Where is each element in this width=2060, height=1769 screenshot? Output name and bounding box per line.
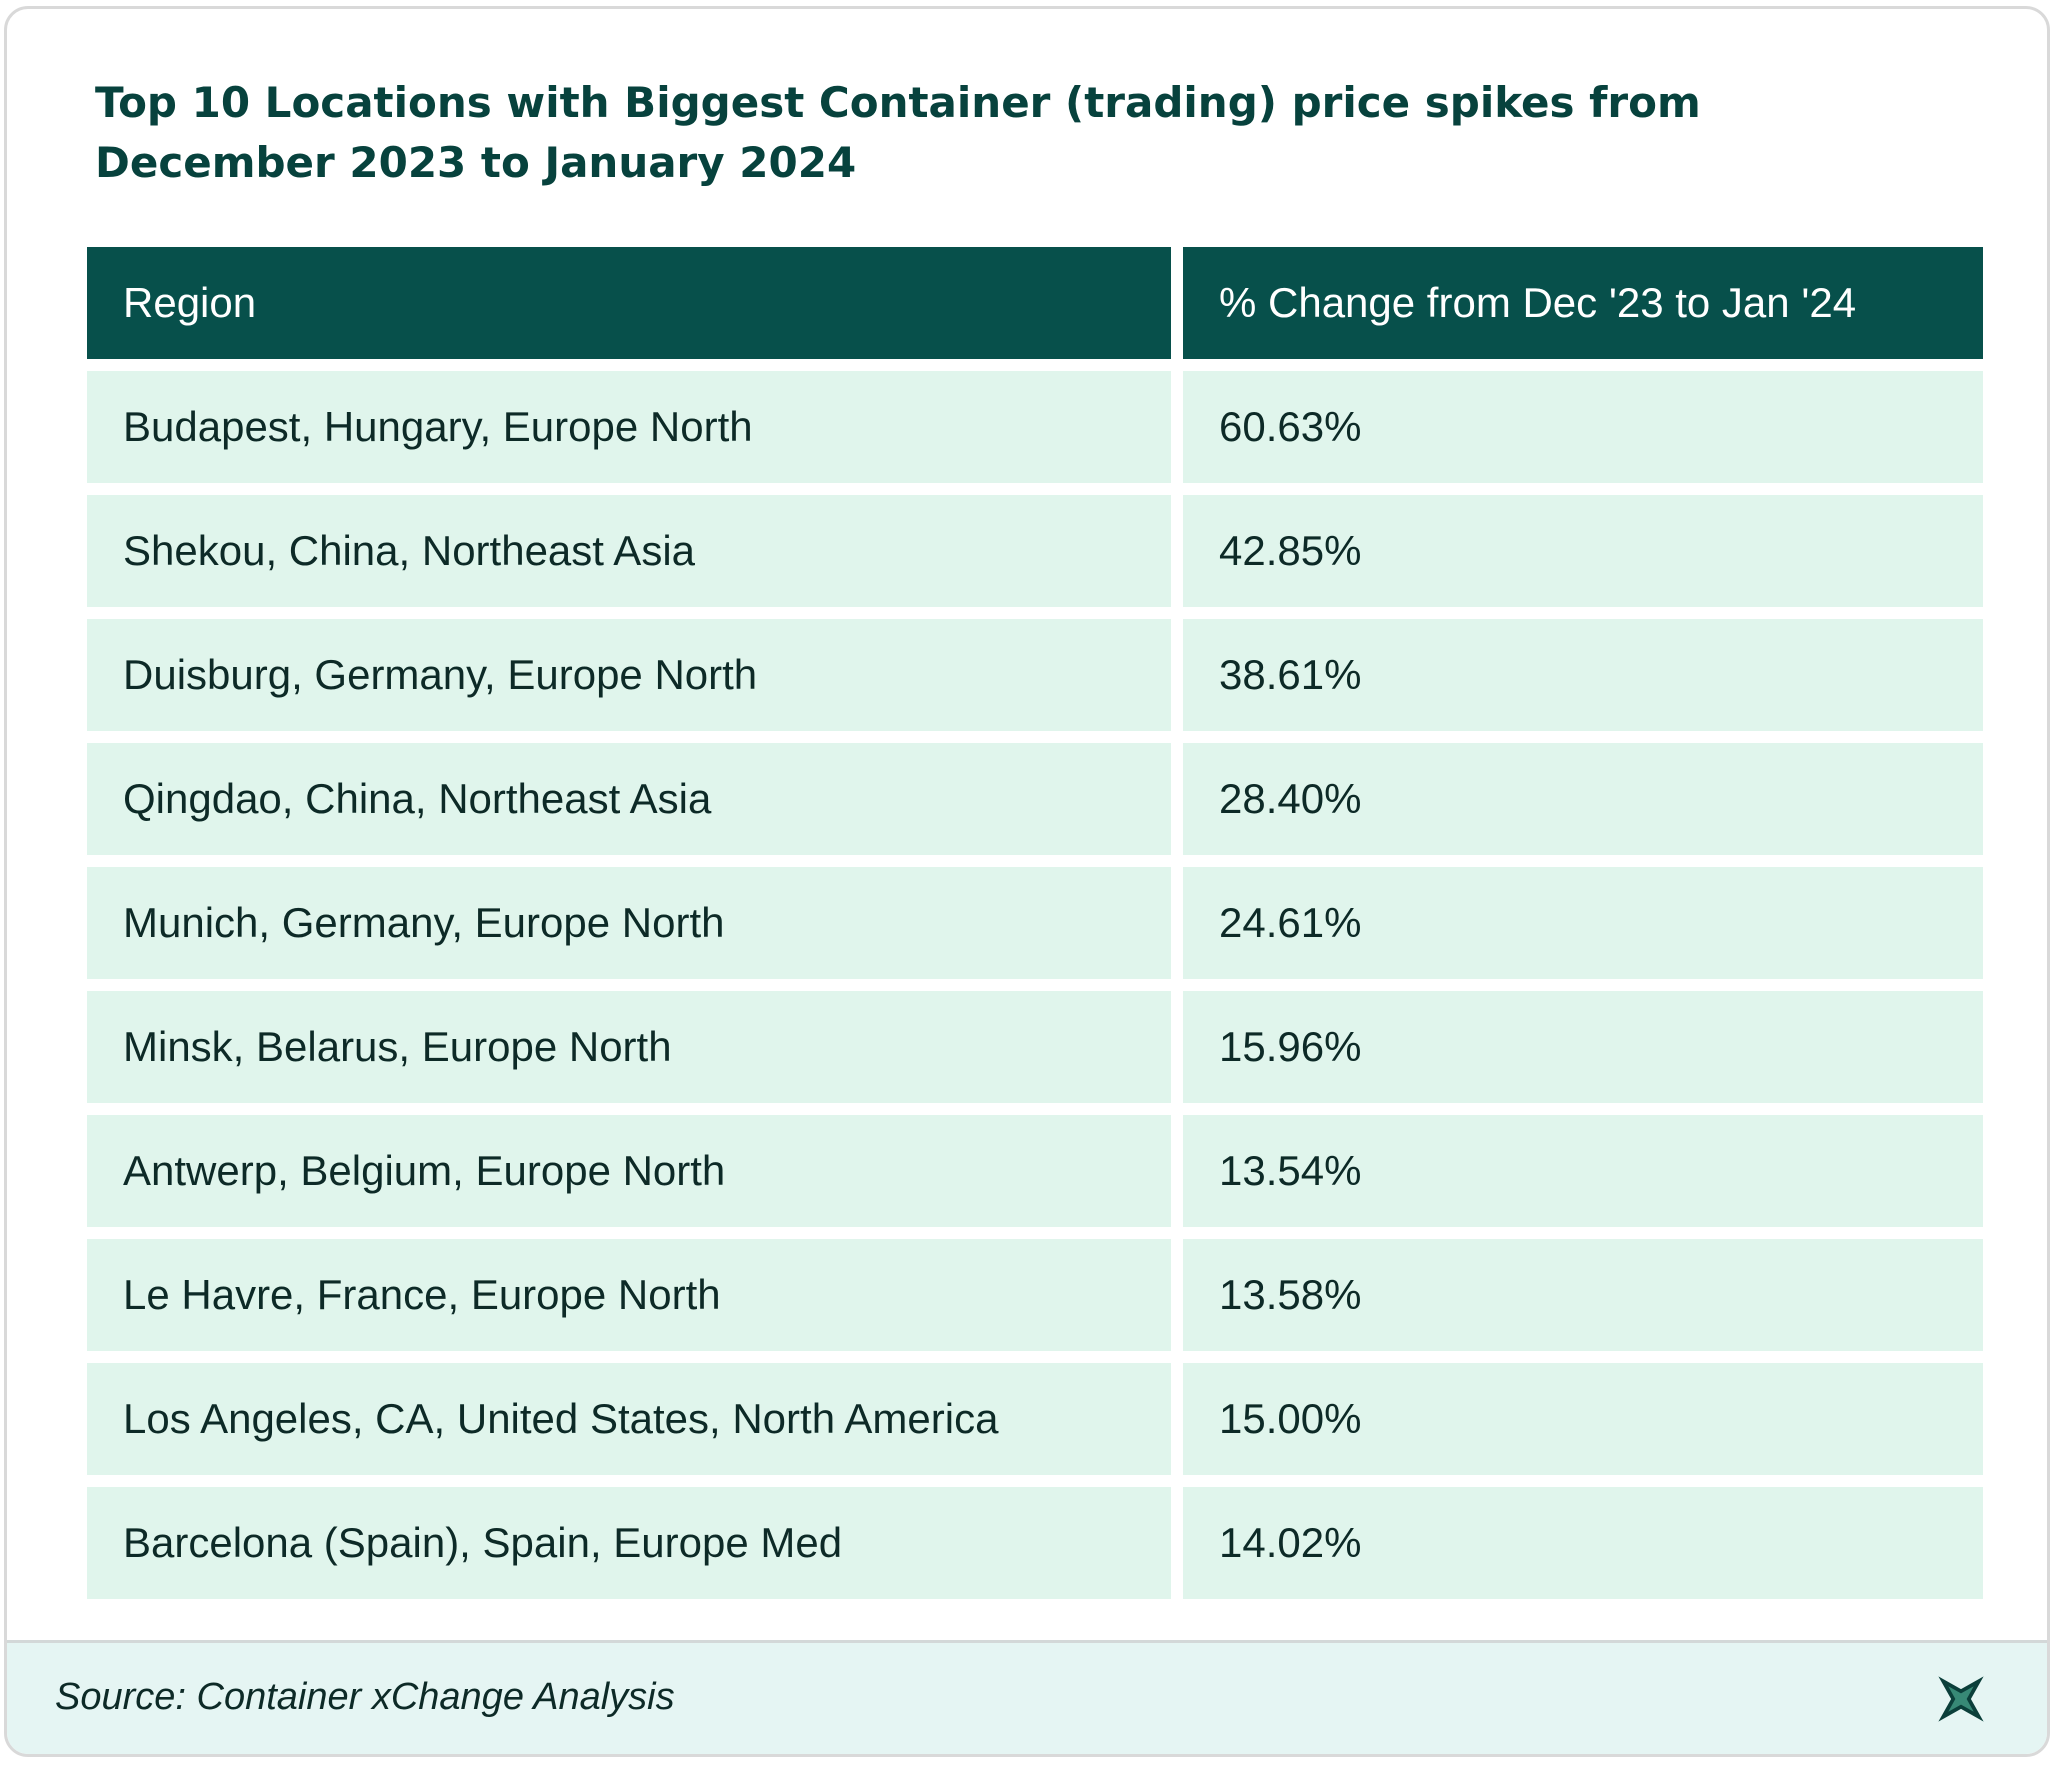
- change-cell: 15.00%: [1183, 1363, 1983, 1475]
- region-cell: Le Havre, France, Europe North: [87, 1239, 1171, 1351]
- region-cell: Minsk, Belarus, Europe North: [87, 991, 1171, 1103]
- table-row: Munich, Germany, Europe North 24.61%: [87, 867, 1983, 979]
- region-cell: Barcelona (Spain), Spain, Europe Med: [87, 1487, 1171, 1599]
- table-header-row: Region % Change from Dec '23 to Jan '24: [87, 247, 1983, 359]
- xchange-star-logo-icon: [1938, 1676, 1984, 1722]
- change-cell: 42.85%: [1183, 495, 1983, 607]
- table-row: Le Havre, France, Europe North 13.58%: [87, 1239, 1983, 1351]
- region-cell: Duisburg, Germany, Europe North: [87, 619, 1171, 731]
- table-row: Shekou, China, Northeast Asia 42.85%: [87, 495, 1983, 607]
- table-row: Budapest, Hungary, Europe North 60.63%: [87, 371, 1983, 483]
- table-row: Qingdao, China, Northeast Asia 28.40%: [87, 743, 1983, 855]
- change-cell: 15.96%: [1183, 991, 1983, 1103]
- column-header-change: % Change from Dec '23 to Jan '24: [1183, 247, 1983, 359]
- data-table: Region % Change from Dec '23 to Jan '24 …: [87, 247, 1983, 1611]
- footer: Source: Container xChange Analysis: [7, 1640, 2047, 1754]
- table-row: Antwerp, Belgium, Europe North 13.54%: [87, 1115, 1983, 1227]
- change-cell: 28.40%: [1183, 743, 1983, 855]
- change-cell: 13.54%: [1183, 1115, 1983, 1227]
- change-cell: 24.61%: [1183, 867, 1983, 979]
- region-cell: Munich, Germany, Europe North: [87, 867, 1171, 979]
- table-row: Duisburg, Germany, Europe North 38.61%: [87, 619, 1983, 731]
- region-cell: Los Angeles, CA, United States, North Am…: [87, 1363, 1171, 1475]
- table-row: Los Angeles, CA, United States, North Am…: [87, 1363, 1983, 1475]
- table-row: Minsk, Belarus, Europe North 15.96%: [87, 991, 1983, 1103]
- table-row: Barcelona (Spain), Spain, Europe Med 14.0…: [87, 1487, 1983, 1599]
- column-header-region: Region: [87, 247, 1171, 359]
- change-cell: 60.63%: [1183, 371, 1983, 483]
- region-cell: Shekou, China, Northeast Asia: [87, 495, 1171, 607]
- region-cell: Qingdao, China, Northeast Asia: [87, 743, 1171, 855]
- change-cell: 13.58%: [1183, 1239, 1983, 1351]
- table-card: Top 10 Locations with Biggest Container …: [4, 6, 2050, 1757]
- source-note: Source: Container xChange Analysis: [55, 1676, 675, 1718]
- region-cell: Antwerp, Belgium, Europe North: [87, 1115, 1171, 1227]
- change-cell: 38.61%: [1183, 619, 1983, 731]
- table-body: Budapest, Hungary, Europe North 60.63% She…: [87, 371, 1983, 1599]
- change-cell: 14.02%: [1183, 1487, 1983, 1599]
- chart-title: Top 10 Locations with Biggest Container …: [95, 78, 1701, 187]
- region-cell: Budapest, Hungary, Europe North: [87, 371, 1171, 483]
